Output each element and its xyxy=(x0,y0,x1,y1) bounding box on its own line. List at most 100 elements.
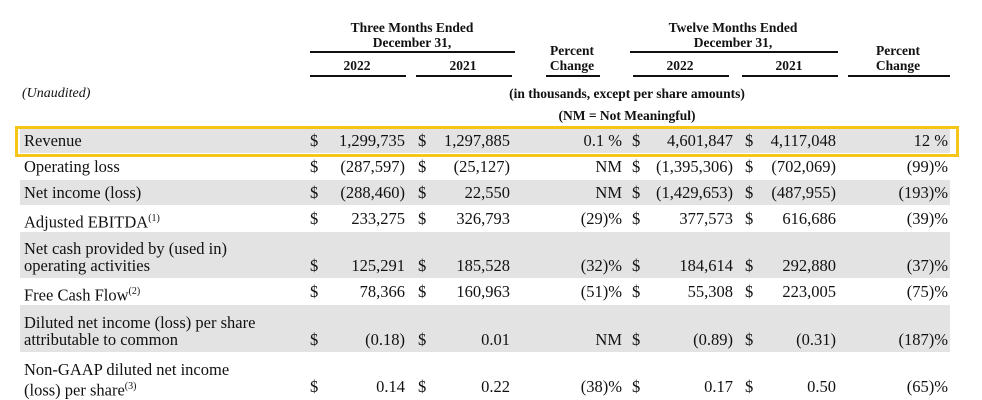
header-text: Change xyxy=(549,58,595,73)
percent: (65)% xyxy=(906,377,948,396)
percent: (187)% xyxy=(898,330,948,349)
unaudited: (Unaudited) xyxy=(22,86,91,101)
year: 2022 xyxy=(343,58,371,73)
amount: 233,275 xyxy=(351,209,405,228)
percent: 12 % xyxy=(913,131,948,150)
currency: $ xyxy=(632,209,641,228)
rule xyxy=(310,75,406,77)
amount: 223,005 xyxy=(782,282,836,301)
nm-note: (NM = Not Meaningful) xyxy=(558,108,696,123)
amount: (0.31) xyxy=(796,330,836,349)
currency: $ xyxy=(418,282,427,301)
currency: $ xyxy=(418,377,427,396)
header-text: Percent xyxy=(550,43,594,58)
header-text: Change xyxy=(875,58,921,73)
percent: (193)% xyxy=(898,183,948,202)
amount: 184,614 xyxy=(679,256,733,275)
amount: 1,299,735 xyxy=(339,131,405,150)
currency: $ xyxy=(632,377,641,396)
row-bg xyxy=(20,128,950,153)
rule xyxy=(742,75,838,77)
header-text: Twelve Months Ended xyxy=(668,20,798,35)
percent: NM xyxy=(595,183,622,202)
currency: $ xyxy=(418,183,427,202)
rule xyxy=(416,75,512,77)
amount: 78,366 xyxy=(359,282,405,301)
year: 2021 xyxy=(775,58,803,73)
row-label: Revenue xyxy=(24,131,82,150)
amount: (288,460) xyxy=(340,183,405,202)
amount: 125,291 xyxy=(351,256,405,275)
amount: (0.89) xyxy=(693,330,733,349)
footnote: (2) xyxy=(128,286,141,297)
percent: (99)% xyxy=(906,157,948,176)
amount: 185,528 xyxy=(456,256,510,275)
amount: 616,686 xyxy=(782,209,836,228)
percent: (37)% xyxy=(906,256,948,275)
percent: (32)% xyxy=(580,256,622,275)
amount: 0.22 xyxy=(481,377,510,396)
currency: $ xyxy=(418,131,427,150)
currency: $ xyxy=(745,377,754,396)
rule xyxy=(546,75,600,77)
percent: (29)% xyxy=(580,209,622,228)
percent: (39)% xyxy=(906,209,948,228)
currency: $ xyxy=(418,157,427,176)
currency: $ xyxy=(745,256,754,275)
row-bg xyxy=(20,180,950,205)
percent: NM xyxy=(595,157,622,176)
row-label: Net income (loss) xyxy=(24,183,142,202)
currency: $ xyxy=(632,131,641,150)
currency: $ xyxy=(310,256,319,275)
amount: 326,793 xyxy=(456,209,510,228)
row-label: Diluted net income (loss) per share xyxy=(24,313,256,332)
currency: $ xyxy=(745,209,754,228)
amount: (1,429,653) xyxy=(656,183,733,202)
header-text: December 31, xyxy=(372,35,452,50)
percent: 0.1 % xyxy=(583,131,623,150)
amount: 55,308 xyxy=(687,282,733,301)
rule xyxy=(633,75,729,77)
amount: (487,955) xyxy=(771,183,836,202)
footnote: (1) xyxy=(148,213,160,224)
row-label: operating activities xyxy=(24,256,150,275)
currency: $ xyxy=(632,330,641,349)
currency: $ xyxy=(745,282,754,301)
units: (in thousands, except per share amounts) xyxy=(509,86,745,101)
year: 2022 xyxy=(666,58,694,73)
percent: (75)% xyxy=(906,282,948,301)
row-bg xyxy=(20,232,950,278)
amount: 1,297,885 xyxy=(444,131,510,150)
currency: $ xyxy=(418,330,427,349)
rule xyxy=(310,51,515,53)
currency: $ xyxy=(310,282,319,301)
amount: (25,127) xyxy=(453,157,510,176)
amount: (0.18) xyxy=(365,330,405,349)
currency: $ xyxy=(632,282,641,301)
header-text: December 31, xyxy=(693,35,773,50)
currency: $ xyxy=(418,209,427,228)
amount: (1,395,306) xyxy=(656,157,733,176)
rule xyxy=(630,51,838,53)
currency: $ xyxy=(418,256,427,275)
currency: $ xyxy=(745,131,754,150)
highlight xyxy=(15,126,959,157)
row-label: Non-GAAP diluted net income xyxy=(24,360,230,379)
amount: (702,069) xyxy=(771,157,836,176)
amount: 377,573 xyxy=(679,209,733,228)
currency: $ xyxy=(310,330,319,349)
row-label: Operating loss xyxy=(24,157,120,176)
currency: $ xyxy=(310,131,319,150)
currency: $ xyxy=(745,157,754,176)
row-label: Adjusted EBITDA(1) xyxy=(24,212,160,232)
amount: 160,963 xyxy=(456,282,510,301)
percent: (38)% xyxy=(580,377,622,396)
currency: $ xyxy=(745,183,754,202)
currency: $ xyxy=(310,183,319,202)
percent: (51)% xyxy=(580,282,622,301)
amount: 0.50 xyxy=(807,377,836,396)
amount: 0.01 xyxy=(481,330,510,349)
footnote: (3) xyxy=(124,381,137,392)
row-label: (loss) per share(3) xyxy=(24,380,137,400)
